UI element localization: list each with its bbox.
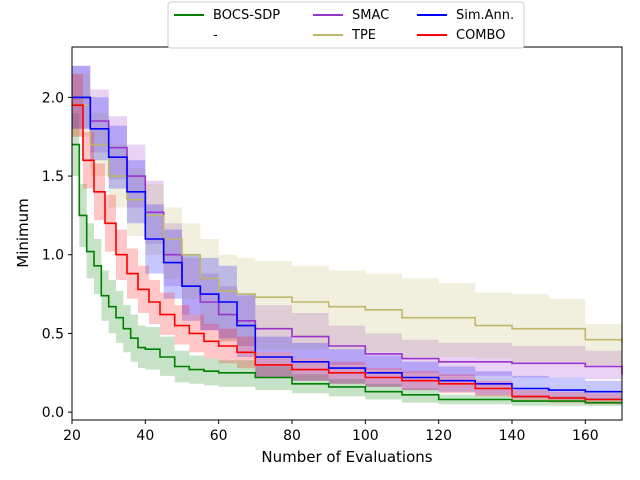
y-tick-label-3: 1.5 xyxy=(42,169,64,185)
x-tick-label-120: 120 xyxy=(425,428,452,444)
y-tick-label-0: 0.0 xyxy=(42,405,64,421)
y-tick-label-4: 2.0 xyxy=(42,90,64,106)
x-tick-label-140: 140 xyxy=(499,428,526,444)
line-tpe xyxy=(72,104,623,343)
x-axis: 20 40 60 80 100 120 140 160 xyxy=(63,420,599,444)
legend-box xyxy=(167,1,525,49)
legend-label-bocs-sdp: BOCS-SDP xyxy=(213,8,280,23)
band-sim-ann xyxy=(72,65,622,400)
x-tick-label-20: 20 xyxy=(63,428,81,444)
band-smac xyxy=(72,65,622,384)
y-tick-label-1: 0.5 xyxy=(42,326,64,342)
x-tick-label-80: 80 xyxy=(283,428,301,444)
series-lines xyxy=(72,96,623,404)
line-combo xyxy=(72,104,622,401)
x-axis-title: Number of Evaluations xyxy=(261,448,432,466)
legend: BOCS-SDP - SMAC TPE Sim.Ann. COMBO xyxy=(167,1,525,49)
x-tick-label-40: 40 xyxy=(136,428,154,444)
line-bocs-sdp xyxy=(72,143,622,404)
x-tick-label-100: 100 xyxy=(352,428,379,444)
legend-label-tpe: TPE xyxy=(351,28,376,43)
confidence-bands xyxy=(72,65,622,406)
x-tick-label-60: 60 xyxy=(210,428,228,444)
y-tick-label-2: 1.0 xyxy=(42,248,64,264)
y-axis: 0.0 0.5 1.0 1.5 2.0 xyxy=(42,90,72,421)
legend-label-placeholder: - xyxy=(213,28,218,43)
legend-label-combo: COMBO xyxy=(456,28,505,43)
line-sim-ann xyxy=(72,96,622,393)
y-axis-title: Minimum xyxy=(14,198,32,268)
legend-label-smac: SMAC xyxy=(352,8,389,23)
x-tick-label-160: 160 xyxy=(572,428,599,444)
legend-label-sim-ann: Sim.Ann. xyxy=(456,8,514,23)
